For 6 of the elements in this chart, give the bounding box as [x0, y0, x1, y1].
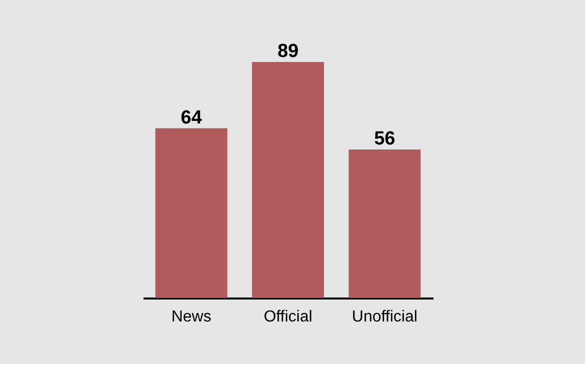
data-label: 89 — [277, 41, 299, 62]
data-label: 64 — [180, 107, 202, 128]
data-label: 56 — [374, 128, 396, 150]
x-tick-label: News — [171, 308, 212, 326]
x-tick-label: Official — [264, 308, 312, 326]
x-tick-label: Unofficial — [352, 308, 418, 326]
